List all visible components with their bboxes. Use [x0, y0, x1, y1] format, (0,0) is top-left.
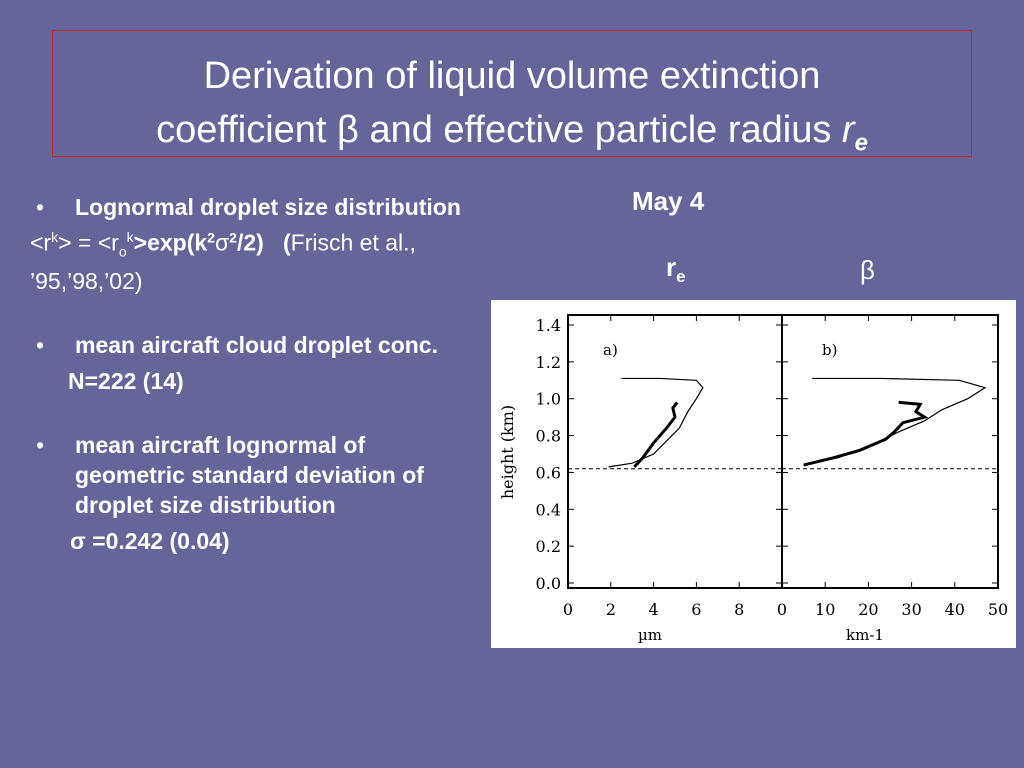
title-line-1: Derivation of liquid volume extinction — [203, 55, 821, 97]
bullet-list: • Lognormal droplet size distribution <rk… — [30, 192, 480, 556]
y-tick-label: 0.0 — [536, 574, 561, 593]
x-tick-label: 4 — [649, 600, 659, 619]
formula-part: ( — [282, 229, 291, 256]
y-tick-label: 0.2 — [536, 537, 561, 556]
x-tick-label: 40 — [945, 600, 965, 619]
title-text: coefficient — [156, 109, 338, 151]
x-tick-label: 0 — [563, 600, 573, 619]
y-tick-label: 1.0 — [536, 390, 561, 409]
sigma-number: 0.242 (0.04) — [105, 528, 230, 555]
e-subscript: e — [854, 129, 868, 157]
sigma-symbol: σ = — [70, 528, 106, 555]
sigma-value: σ =0.242 (0.04) — [30, 526, 480, 556]
formula-part: o — [118, 243, 127, 260]
citation: Frisch et al., ’95,’98,’02) — [30, 229, 416, 295]
formula: <rk> = <rok>exp(k2σ2/2) (Frisch et al., … — [30, 222, 480, 296]
formula-part: > = <r — [58, 229, 119, 256]
formula-part: σ — [214, 229, 230, 256]
concentration-value: N=222 (14) — [68, 368, 184, 395]
beta-symbol: β — [337, 109, 359, 151]
y-axis-label: height (km) — [498, 405, 517, 499]
formula-part: /2) — [236, 229, 264, 256]
slide-title: Derivation of liquid volume extinction c… — [52, 30, 972, 157]
panel-label: a) — [603, 341, 618, 359]
bullet-dot: • — [36, 332, 45, 359]
profile-chart: 0.0 0.2 0.4 0.6 0.8 1.0 1.2 1.4 height (km) 0 2 4 6 8… — [498, 314, 1008, 644]
bullet-dot: • — [36, 194, 45, 220]
x-tick-label: 6 — [691, 600, 701, 619]
y-tick-label: 0.6 — [536, 463, 561, 482]
x-tick-label: 30 — [901, 600, 921, 619]
x-tick-label: 20 — [858, 600, 878, 619]
bullet-text: Lognormal droplet size distribution — [75, 194, 461, 220]
figure-date: May 4 — [632, 186, 705, 216]
x-tick-label: 8 — [734, 600, 744, 619]
x-tick-label: 50 — [988, 600, 1008, 619]
y-tick-label: 1.4 — [536, 316, 561, 335]
formula-part: 2 — [229, 229, 237, 245]
x-axis-label: µm — [638, 626, 662, 644]
bullet-item: • mean aircraft lognormal of geometric st… — [30, 430, 480, 520]
bullet-text: mean aircraft cloud droplet conc. — [75, 332, 438, 359]
formula-part: 2 — [207, 229, 215, 245]
re-label: re — [666, 252, 686, 287]
profile-line-thick — [803, 400, 929, 467]
profile-line-thick — [633, 401, 679, 468]
bullet-dot: • — [36, 432, 45, 459]
formula-part: exp(k — [147, 229, 208, 256]
panel-label: b) — [822, 341, 837, 359]
re-r: r — [666, 252, 677, 282]
re-sub: e — [676, 267, 686, 287]
beta-label: β — [860, 255, 875, 285]
formula-part: <r — [30, 229, 52, 256]
profile-figure: 0.0 0.2 0.4 0.6 0.8 1.0 1.2 1.4 height (km) 0 2 4 6 8… — [491, 300, 1016, 648]
r-symbol: r — [841, 109, 855, 151]
profile-line-thin — [803, 377, 987, 466]
y-tick-label: 1.2 — [536, 353, 561, 372]
title-text: and effective particle radius — [358, 109, 842, 151]
x-tick-label: 10 — [815, 600, 835, 619]
panel-frame — [567, 314, 783, 589]
y-tick-label: 0.8 — [536, 427, 561, 446]
formula-part: > — [133, 229, 148, 256]
bullet-text: mean aircraft lognormal of geometric sta… — [75, 432, 424, 519]
formula-part: k — [126, 229, 134, 245]
bullet-item: • Lognormal droplet size distribution — [30, 192, 480, 222]
formula-part: k — [51, 229, 59, 245]
x-tick-label: 0 — [777, 600, 787, 619]
y-tick-label: 0.4 — [536, 500, 561, 519]
x-tick-label: 2 — [606, 600, 616, 619]
title-line-2: coefficient β and effective particle rad… — [53, 103, 971, 171]
x-axis-label: km-1 — [846, 626, 884, 644]
profile-line-thin — [608, 377, 704, 468]
bullet-item: • mean aircraft cloud droplet conc. — [30, 330, 480, 360]
panel-frame — [781, 314, 999, 589]
